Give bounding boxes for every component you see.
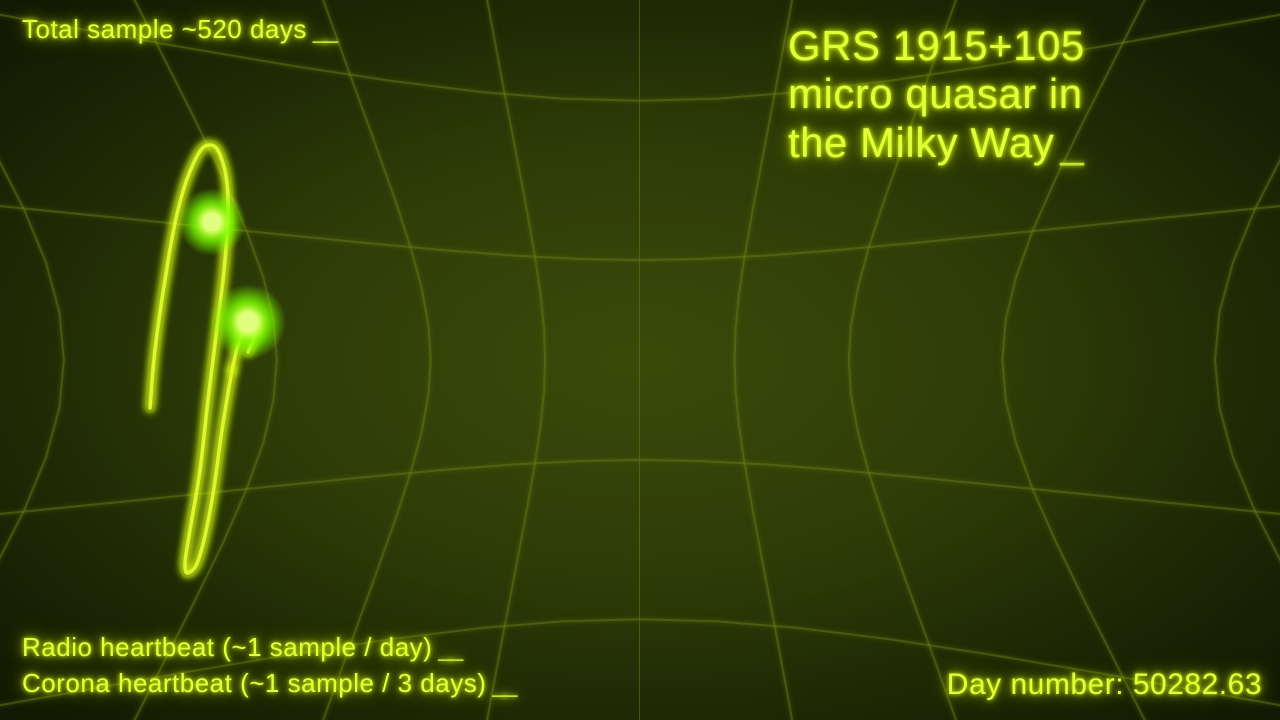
title-label: GRS 1915+105micro quasar inthe Milky Way	[788, 22, 1085, 167]
legend-radio-heartbeat: Radio heartbeat (~1 sample / day)	[22, 632, 459, 663]
trace-heads	[178, 188, 286, 360]
scope-svg	[0, 0, 1280, 720]
total-sample-label: Total sample ~520 days	[22, 14, 334, 45]
legend-corona-heartbeat: Corona heartbeat (~1 sample / 3 days)	[22, 668, 513, 699]
oscilloscope-screen: Total sample ~520 days GRS 1915+105micro…	[0, 0, 1280, 720]
grid	[0, 0, 1280, 720]
day-number-label: Day number: 50282.63	[947, 668, 1262, 702]
